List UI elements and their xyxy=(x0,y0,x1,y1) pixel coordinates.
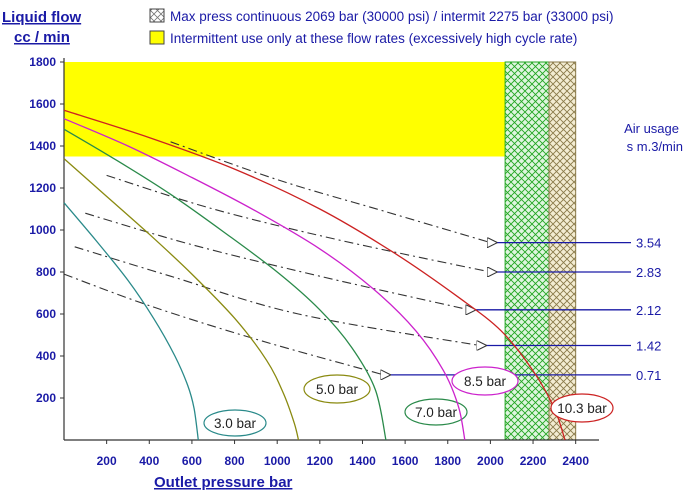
y-tick-label: 400 xyxy=(36,349,56,363)
pump-curve-label: 3.0 bar xyxy=(214,416,257,431)
x-axis-title: Outlet pressure bar xyxy=(154,474,293,491)
pump-curve-line xyxy=(63,118,466,441)
pump-curve-line xyxy=(63,158,300,441)
x-tick-label: 1000 xyxy=(264,454,291,468)
air-usage-dashed-line xyxy=(170,141,491,244)
air-usage-dashed-line xyxy=(63,273,384,376)
x-tick-label: 200 xyxy=(97,454,117,468)
intermittent-region xyxy=(64,62,506,157)
x-tick-label: 1800 xyxy=(434,454,461,468)
pump-curve-label-ellipse xyxy=(550,393,614,423)
x-tick-label: 600 xyxy=(182,454,202,468)
axes: 200 400 600 800 1000 1200 1400 1600 1800 200 400 60… xyxy=(29,55,599,468)
x-tick-label: 2400 xyxy=(562,454,589,468)
pump-curve-label-ellipse xyxy=(404,398,468,426)
y-axis-title-line2: cc / min xyxy=(14,29,70,46)
y-tick-label: 1200 xyxy=(29,181,56,195)
air-usage-value-label: 0.71 xyxy=(636,368,661,383)
air-usage-dashed-line xyxy=(85,212,470,311)
x-tick-label: 1400 xyxy=(349,454,376,468)
pump-curve-label-ellipse xyxy=(203,409,267,437)
intermittent-limit-region xyxy=(548,61,577,441)
y-tick-label: 200 xyxy=(36,391,56,405)
y-tick-label: 1400 xyxy=(29,139,56,153)
x-tick-label: 1600 xyxy=(392,454,419,468)
y-tick-label: 1600 xyxy=(29,97,56,111)
y-axis-title-line1: Liquid flow xyxy=(2,9,81,26)
pump-curve-line xyxy=(63,128,387,441)
pump-curve-label-ellipse xyxy=(303,374,371,404)
pump-curve-label: 7.0 bar xyxy=(415,405,458,420)
legend-swatch-intermittent xyxy=(149,30,165,45)
air-usage-title-line2: s m.3/min xyxy=(627,139,683,154)
air-usage-value-label: 1.42 xyxy=(636,339,661,354)
legend-swatch-max-pressure xyxy=(149,8,165,23)
pump-curves: 3.0 bar 5.0 bar 7.0 bar 8.5 bar 10.3 bar xyxy=(63,109,614,441)
air-usage-title-line1: Air usage xyxy=(624,121,679,136)
x-tick-label: 800 xyxy=(225,454,245,468)
y-tick-label: 600 xyxy=(36,307,56,321)
legend-text-max-pressure: Max press continuous 2069 bar (30000 psi… xyxy=(170,9,614,24)
air-usage-lines: 3.54 2.83 2.12 1.42 0.71 xyxy=(63,141,661,383)
pump-curve-label: 10.3 bar xyxy=(557,401,607,416)
pump-curve-line xyxy=(63,202,199,441)
x-tick-label: 2200 xyxy=(520,454,547,468)
pump-curve-label: 8.5 bar xyxy=(464,374,507,389)
y-tick-label: 800 xyxy=(36,265,56,279)
air-usage-value-label: 2.83 xyxy=(636,265,661,280)
legend-text-intermittent: Intermittent use only at these flow rate… xyxy=(170,31,577,46)
air-usage-value-label: 3.54 xyxy=(636,236,661,251)
x-tick-label: 2000 xyxy=(477,454,504,468)
pump-curve-label: 5.0 bar xyxy=(316,382,359,397)
x-tick-label: 400 xyxy=(139,454,159,468)
y-tick-label: 1000 xyxy=(29,223,56,237)
air-usage-value-label: 2.12 xyxy=(636,303,661,318)
pump-curve-line xyxy=(63,109,566,441)
y-tick-label: 1800 xyxy=(29,55,56,69)
plot-regions xyxy=(64,61,577,441)
air-usage-dashed-line xyxy=(74,246,480,347)
pump-curve-label-ellipse xyxy=(451,366,519,396)
x-tick-label: 1200 xyxy=(306,454,333,468)
